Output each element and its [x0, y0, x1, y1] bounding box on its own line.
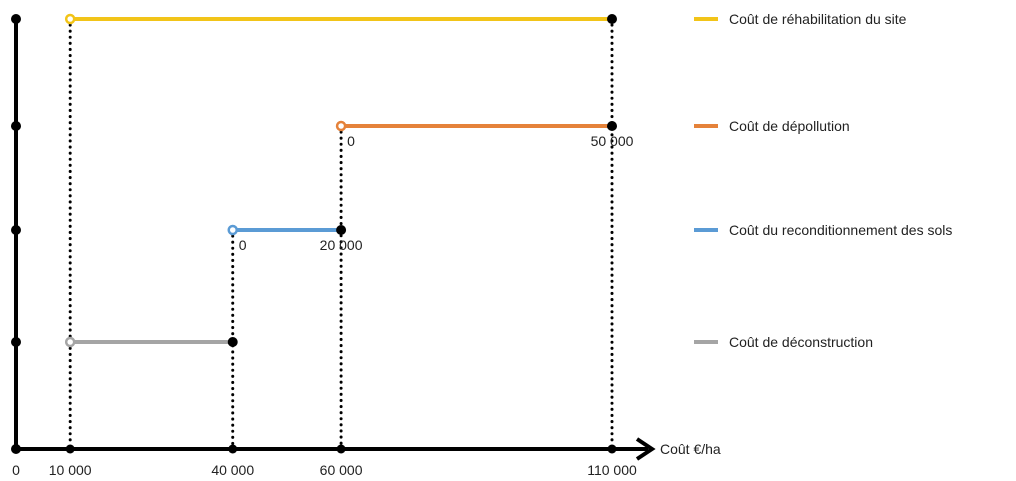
x-tick-label: 40 000 — [211, 462, 254, 478]
x-tick-label: 0 — [12, 462, 20, 478]
x-axis-point-marker — [336, 444, 346, 454]
legend: Coût de réhabilitation du site Coût de dé… — [694, 11, 952, 350]
axes: Coût €/ha — [14, 18, 721, 461]
range-bar-start-marker — [227, 224, 238, 236]
x-tick-label: 110 000 — [587, 462, 637, 478]
range-bar-start-label: 0 — [239, 237, 247, 253]
x-axis-unit-label: Coût €/ha — [660, 441, 721, 457]
range-bar-start-marker — [64, 336, 76, 348]
legend-entry-label: Coût de réhabilitation du site — [729, 11, 907, 27]
y-axis-row-marker — [11, 121, 21, 131]
x-axis-point-marker — [65, 444, 75, 454]
y-axis-row-marker — [11, 14, 21, 24]
range-bar-start-marker — [64, 13, 76, 25]
x-axis-arrowhead — [635, 437, 656, 461]
x-tick-label: 10 000 — [49, 462, 92, 478]
legend-entry-label: Coût de déconstruction — [729, 334, 873, 350]
range-bar-start-marker — [335, 120, 347, 132]
range-bar-end-marker — [336, 225, 347, 235]
range-bar-end-marker — [607, 121, 617, 131]
y-axis-row-marker — [11, 337, 21, 347]
range-bars: 0 50 000 0 20 000 — [11, 13, 634, 454]
legend-entry-label: Coût de dépollution — [729, 118, 850, 134]
x-tick-labels: 0 10 000 40 000 60 000 110 000 — [12, 444, 637, 478]
range-bar-end-marker — [607, 14, 617, 24]
y-axis-row-marker — [11, 225, 21, 235]
x-axis-point-marker — [228, 444, 238, 454]
x-axis-point-marker — [607, 444, 617, 454]
range-bar-end-marker — [227, 337, 238, 347]
x-tick-label: 60 000 — [320, 462, 363, 478]
origin-marker — [11, 444, 21, 454]
range-bar-end-label: 50 000 — [591, 133, 634, 149]
range-bar-start-label: 0 — [347, 133, 355, 149]
range-bar-end-label: 20 000 — [320, 237, 363, 253]
legend-entry-label: Coût du reconditionnement des sols — [729, 222, 952, 238]
